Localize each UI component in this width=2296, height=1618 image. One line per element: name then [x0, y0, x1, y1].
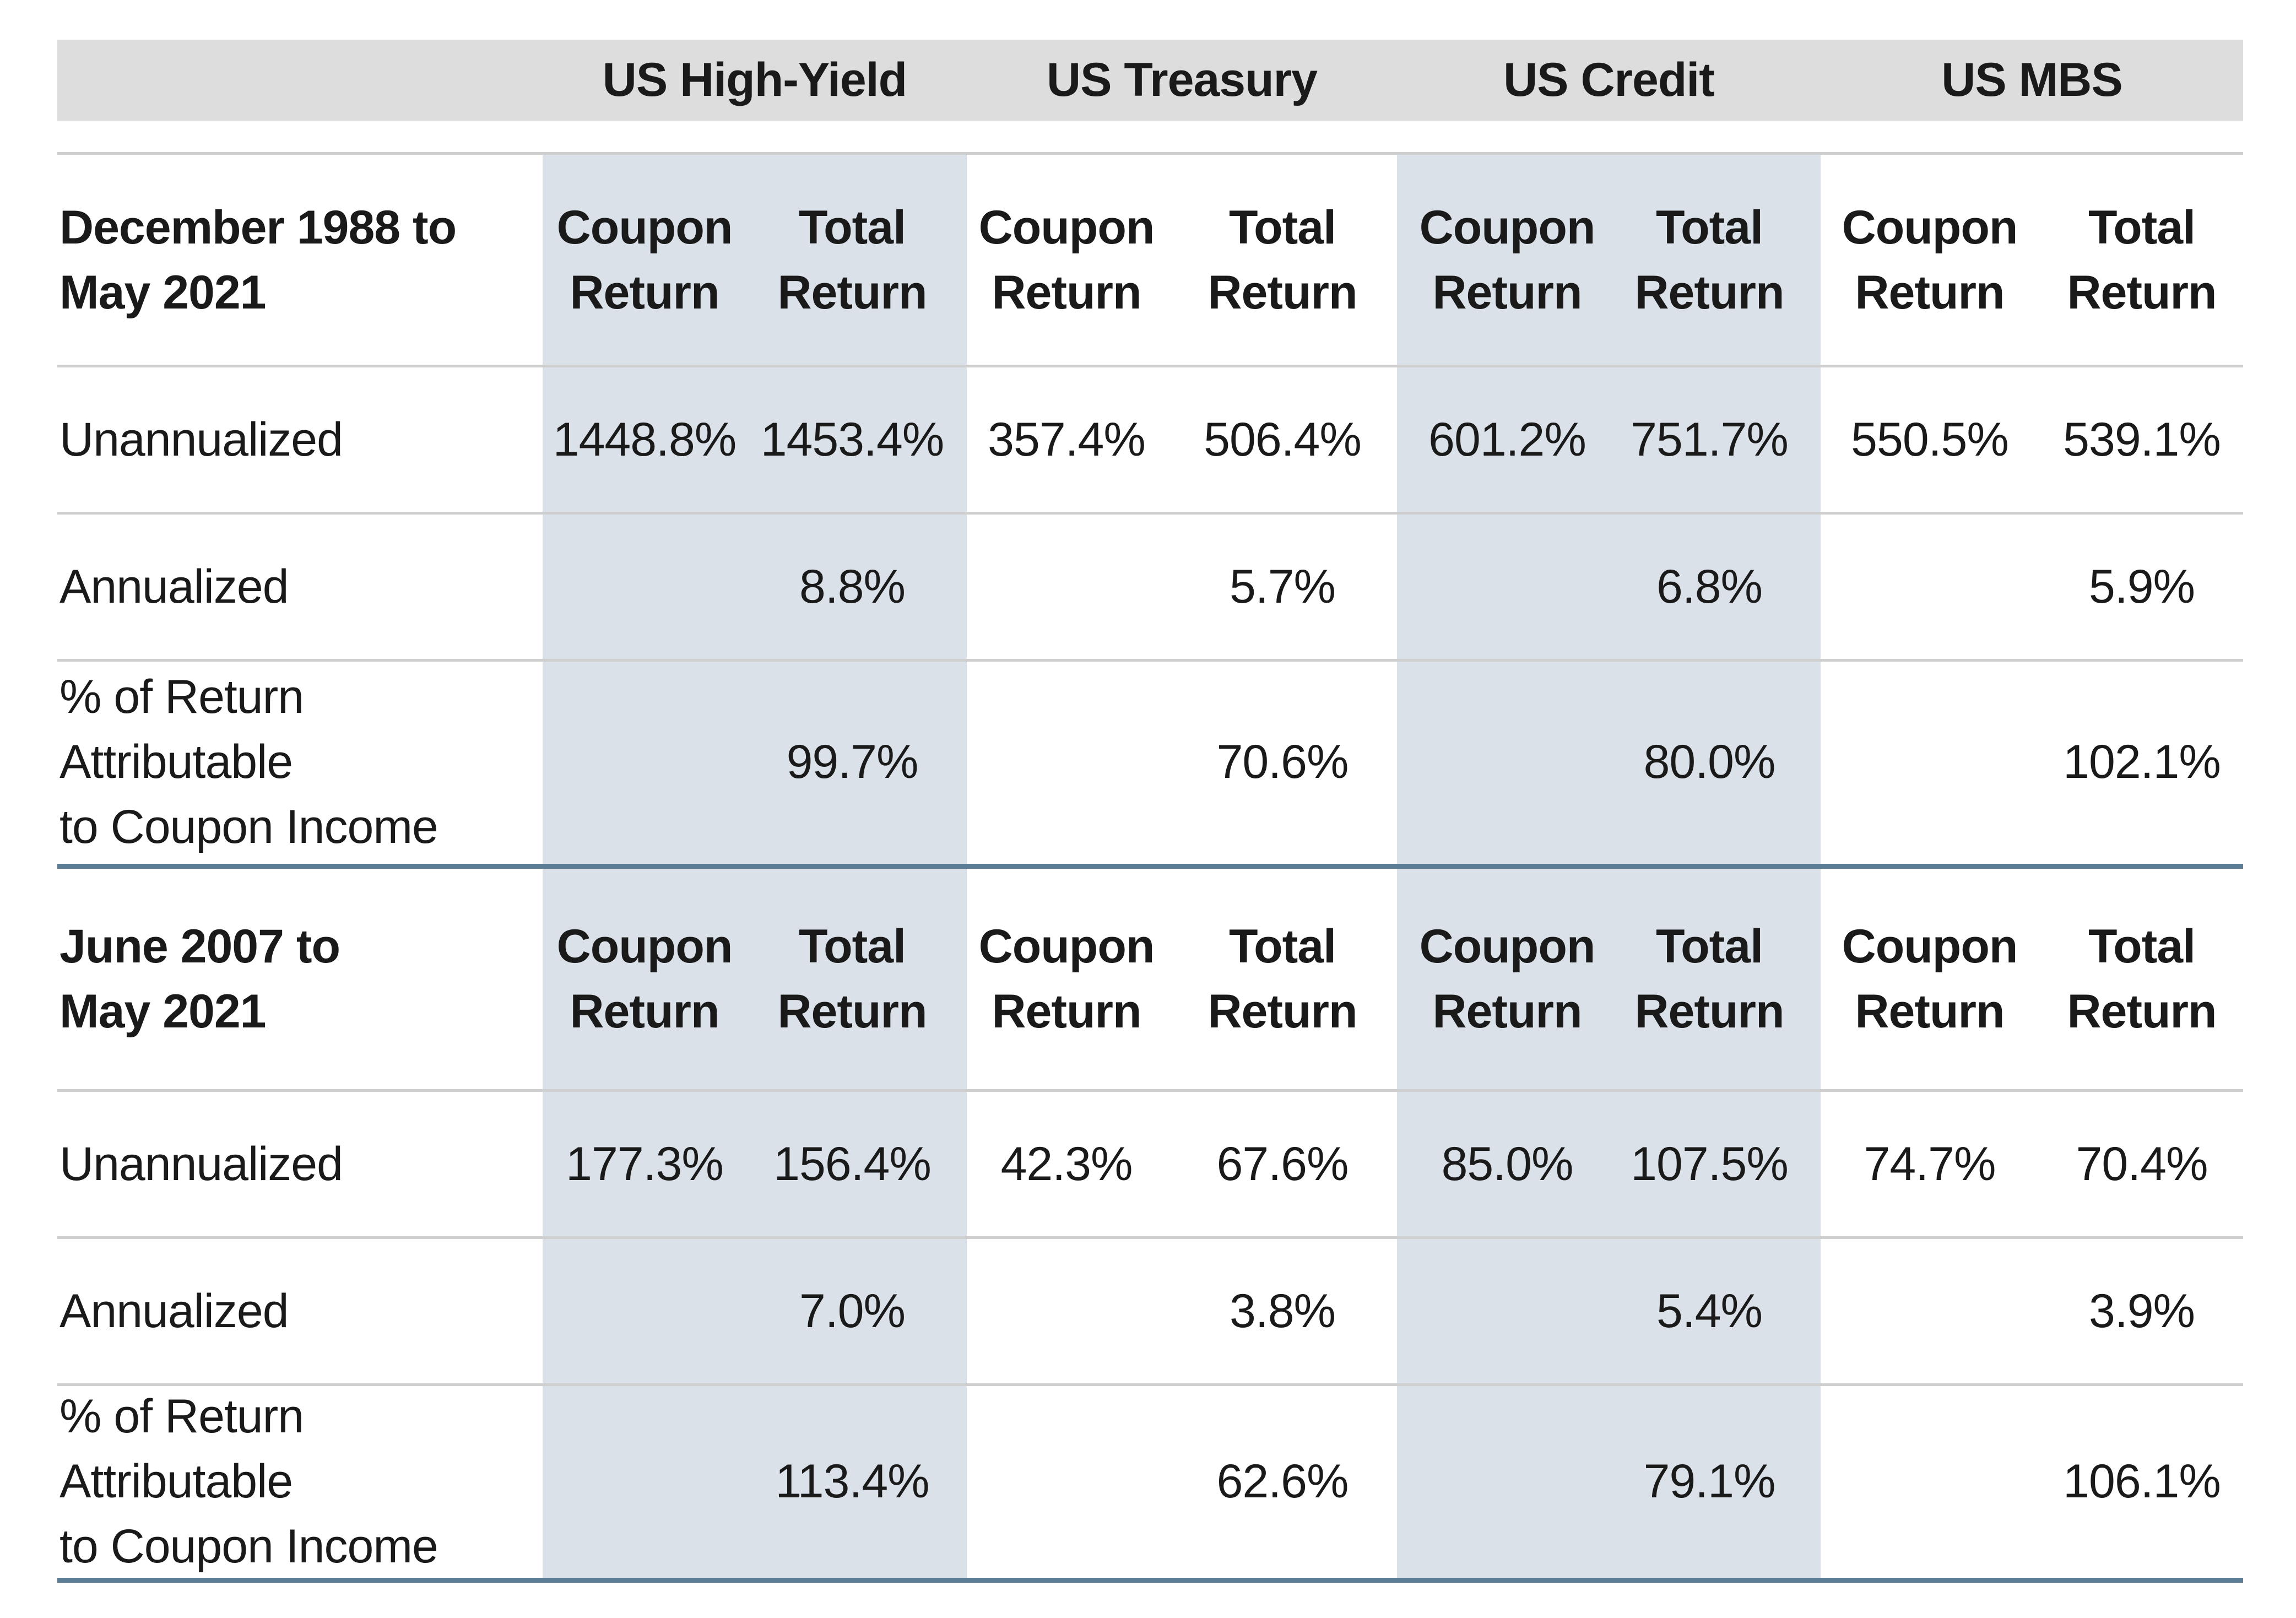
value-cell-1-1-6 [1825, 1239, 2034, 1383]
value-cell-0-0-3: 506.4% [1204, 413, 1362, 466]
value-cell-0-2-7: 102.1% [2063, 735, 2221, 788]
row-rule-1-1 [57, 1236, 2243, 1239]
value-cell-0-1-6 [1825, 515, 2034, 659]
value-cell-1-2-4 [1402, 1386, 1612, 1577]
column-header-1-3: Total Return [1207, 920, 1357, 1038]
value-cell-0-1-4 [1402, 515, 1612, 659]
row-label-0-1: Annualized [59, 560, 289, 613]
value-cell-1-2-6 [1825, 1386, 2034, 1577]
sector-title-3: US MBS [1941, 53, 2122, 106]
value-cell-1-0-1: 156.4% [773, 1137, 932, 1190]
value-cell-0-0-2: 357.4% [988, 413, 1146, 466]
value-cell-0-1-0 [540, 515, 749, 659]
row-rule-0-2 [57, 659, 2243, 662]
value-cell-1-1-5: 5.4% [1656, 1284, 1763, 1338]
value-cell-0-2-5: 80.0% [1643, 735, 1776, 788]
row-rule-0-0 [57, 365, 2243, 367]
value-cell-0-2-3: 70.6% [1216, 735, 1349, 788]
value-cell-1-0-7: 70.4% [2076, 1137, 2208, 1190]
row-rule-1-2 [57, 1383, 2243, 1386]
sector-title-1: US Treasury [1047, 53, 1318, 106]
column-header-1-6: Coupon Return [1842, 920, 2018, 1038]
column-header-1-7: Total Return [2067, 920, 2217, 1038]
value-cell-0-2-4 [1402, 662, 1612, 862]
value-cell-0-0-4: 601.2% [1428, 413, 1586, 466]
row-label-0-2: % of Return Attributable to Coupon Incom… [59, 670, 438, 853]
value-cell-0-0-7: 539.1% [2063, 413, 2221, 466]
period-label-1: June 2007 to May 2021 [59, 920, 340, 1038]
row-label-0-0: Unannualized [59, 413, 343, 466]
column-header-0-5: Total Return [1634, 201, 1784, 319]
section-bottom-rule-1 [57, 1578, 2243, 1583]
header-band [57, 40, 2243, 121]
sector-title-2: US Credit [1503, 53, 1715, 106]
value-cell-1-1-2 [962, 1239, 1171, 1383]
row-rule-0-1 [57, 512, 2243, 515]
column-header-0-0: Coupon Return [556, 201, 733, 319]
row-label-1-0: Unannualized [59, 1138, 343, 1190]
section-bottom-rule-0 [57, 864, 2243, 869]
value-cell-1-2-7: 106.1% [2063, 1454, 2221, 1508]
value-cell-0-0-0: 1448.8% [553, 413, 737, 466]
value-cell-1-0-6: 74.7% [1864, 1137, 1996, 1190]
column-header-1-1: Total Return [777, 920, 927, 1038]
value-cell-1-1-1: 7.0% [799, 1284, 906, 1338]
value-cell-0-1-5: 6.8% [1656, 560, 1763, 613]
value-cell-1-2-1: 113.4% [775, 1454, 929, 1508]
value-cell-1-2-0 [540, 1386, 749, 1577]
sector-title-0: US High-Yield [602, 53, 907, 106]
period-label-0: December 1988 to May 2021 [59, 201, 457, 319]
value-cell-1-1-0 [540, 1239, 749, 1383]
value-cell-0-0-5: 751.7% [1631, 413, 1789, 466]
column-header-0-6: Coupon Return [1842, 201, 2018, 319]
value-cell-0-2-1: 99.7% [786, 735, 919, 788]
value-cell-0-1-7: 5.9% [2088, 560, 2195, 613]
row-label-1-1: Annualized [59, 1285, 289, 1338]
value-cell-1-1-7: 3.9% [2088, 1284, 2195, 1338]
column-header-0-1: Total Return [777, 201, 927, 319]
value-cell-1-1-3: 3.8% [1229, 1284, 1336, 1338]
value-cell-0-2-0 [540, 662, 749, 862]
column-header-1-2: Coupon Return [978, 920, 1155, 1038]
value-cell-1-1-4 [1402, 1239, 1612, 1383]
value-cell-1-0-3: 67.6% [1216, 1137, 1349, 1190]
value-cell-1-0-5: 107.5% [1631, 1137, 1789, 1190]
row-rule-1-0 [57, 1089, 2243, 1092]
column-header-0-4: Coupon Return [1419, 201, 1596, 319]
value-cell-1-0-4: 85.0% [1441, 1137, 1574, 1190]
column-header-0-7: Total Return [2067, 201, 2217, 319]
column-header-0-2: Coupon Return [978, 201, 1155, 319]
value-cell-0-0-6: 550.5% [1851, 413, 2009, 466]
column-header-1-4: Coupon Return [1419, 920, 1596, 1038]
column-header-0-3: Total Return [1207, 201, 1357, 319]
value-cell-1-2-5: 79.1% [1643, 1454, 1776, 1508]
value-cell-0-2-2 [962, 662, 1171, 862]
value-cell-0-1-3: 5.7% [1229, 560, 1336, 613]
value-cell-1-0-0: 177.3% [566, 1137, 724, 1190]
value-cell-0-0-1: 1453.4% [760, 413, 945, 466]
value-cell-0-2-6 [1825, 662, 2034, 862]
value-cell-1-2-2 [962, 1386, 1171, 1577]
value-cell-0-1-2 [962, 515, 1171, 659]
value-cell-0-1-1: 8.8% [799, 560, 906, 613]
row-label-1-2: % of Return Attributable to Coupon Incom… [59, 1390, 438, 1573]
value-cell-1-2-3: 62.6% [1216, 1454, 1349, 1508]
value-cell-1-0-2: 42.3% [1000, 1137, 1133, 1190]
column-header-1-0: Coupon Return [556, 920, 733, 1038]
top-rule [57, 152, 2243, 155]
column-header-1-5: Total Return [1634, 920, 1784, 1038]
